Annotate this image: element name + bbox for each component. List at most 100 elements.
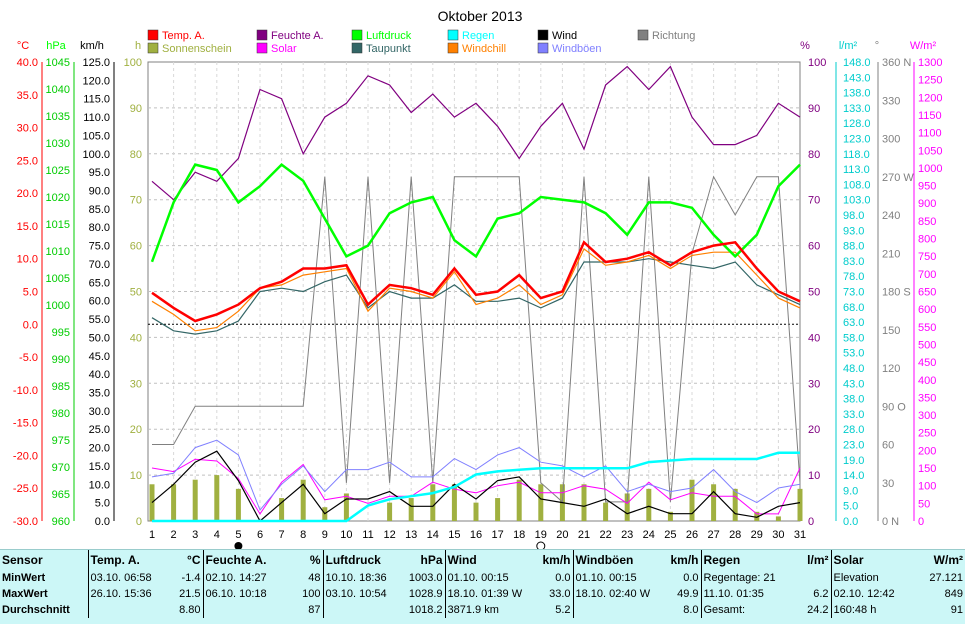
x-tick-label: 1 xyxy=(149,529,155,541)
axis-unit: km/h xyxy=(80,40,104,52)
stats-cell: Gesamt: xyxy=(700,602,787,618)
tick-label: 88.0 xyxy=(843,241,864,253)
tick-label: 10.0 xyxy=(89,479,110,491)
tick-label: 70.0 xyxy=(89,259,110,271)
tick-label: 1000 xyxy=(918,163,942,175)
tick-label: 19.0 xyxy=(843,455,864,467)
legend-swatch xyxy=(447,29,459,41)
x-tick-label: 28 xyxy=(729,529,741,541)
x-tick-label: 9 xyxy=(322,529,328,541)
legend-label: Taupunkt xyxy=(366,43,411,55)
tick-label: 1100 xyxy=(918,128,942,140)
tick-label: 108.0 xyxy=(843,179,871,191)
tick-label: 35.0 xyxy=(89,387,110,399)
stats-cell: 02.10. 12:42 xyxy=(830,586,911,602)
sunshine-bar xyxy=(473,502,479,521)
stats-cell: MaxWert xyxy=(2,588,48,600)
tick-label: 150 xyxy=(882,325,900,337)
tick-label: 23.0 xyxy=(843,440,864,452)
chart-title: Oktober 2013 xyxy=(438,8,523,24)
x-tick-label: 14 xyxy=(427,529,439,541)
tick-label: 68.0 xyxy=(843,302,864,314)
tick-label: 90 xyxy=(808,103,820,115)
tick-label: 43.0 xyxy=(843,378,864,390)
x-tick-label: 7 xyxy=(279,529,285,541)
tick-label: 138.0 xyxy=(843,88,871,100)
sunshine-bar xyxy=(603,502,609,521)
stats-cell: 1018.2 xyxy=(408,604,443,616)
statistics-table: Sensor Temp. A. °C Feuchte A.% Luftdruck hPa W… xyxy=(0,550,965,618)
sunshine-bar xyxy=(538,484,544,521)
x-tick-label: 2 xyxy=(171,529,177,541)
tick-label: 38.0 xyxy=(843,394,864,406)
tick-label: 63.0 xyxy=(843,317,864,329)
tick-label: 0 N xyxy=(882,516,899,528)
x-tick-label: 24 xyxy=(643,529,655,541)
legend-label: Windböen xyxy=(552,43,602,55)
legend-swatch xyxy=(147,42,159,54)
axis-unit: W/m² xyxy=(910,40,937,52)
tick-label: 1020 xyxy=(46,192,70,204)
tick-label: 10 xyxy=(130,470,142,482)
legend-swatch xyxy=(256,42,268,54)
full-moon-icon xyxy=(536,541,546,549)
x-tick-label: 26 xyxy=(686,529,698,541)
legend-label: Luftdruck xyxy=(366,30,412,42)
x-tick-label: 3 xyxy=(192,529,198,541)
x-tick-label: 18 xyxy=(513,529,525,541)
axes: 40.0 35.0 30.0 25.0 20.0 15.0 10.0 5.0 0.0 -5.0 -1… xyxy=(13,57,943,528)
tick-label: 50 xyxy=(130,287,142,299)
tick-label: 360 N xyxy=(882,57,911,69)
tick-label: 65.0 xyxy=(89,277,110,289)
legend-swatch xyxy=(637,29,649,41)
tick-label: -15.0 xyxy=(13,418,38,430)
tick-label: 83.0 xyxy=(843,256,864,268)
tick-label: 900 xyxy=(918,198,936,210)
stats-cell: W/m² xyxy=(933,553,963,567)
sunshine-bar xyxy=(581,484,587,521)
tick-label: 5.0 xyxy=(843,501,858,513)
axis-unit: °C xyxy=(17,40,29,52)
tick-label: 33.0 xyxy=(843,409,864,421)
tick-label: 500 xyxy=(918,339,936,351)
tick-label: -10.0 xyxy=(13,385,38,397)
stats-cell: 01.10. 00:15 xyxy=(444,570,525,586)
tick-label: 5.0 xyxy=(23,287,38,299)
stats-cell: 03.10. 06:58 xyxy=(87,570,158,586)
stats-cell: 5.2 xyxy=(555,604,571,616)
tick-label: 950 xyxy=(918,181,936,193)
stats-cell: 33.0 xyxy=(549,588,571,600)
legend-swatch xyxy=(351,29,363,41)
tick-label: 1005 xyxy=(46,273,70,285)
x-tick-label: 4 xyxy=(214,529,220,541)
stats-cell xyxy=(787,570,831,586)
sunshine-bar xyxy=(214,475,220,521)
legend-label: Temp. A. xyxy=(162,30,205,42)
sunshine-bar xyxy=(171,484,177,521)
tick-label: 30.0 xyxy=(89,406,110,418)
stats-cell: 100 xyxy=(302,588,321,600)
legend-label: Wind xyxy=(552,30,577,42)
tick-label: 50 xyxy=(808,287,820,299)
tick-label: 1045 xyxy=(46,57,70,69)
tick-label: 90.0 xyxy=(89,186,110,198)
tick-label: 1035 xyxy=(46,111,70,123)
sunshine-bar xyxy=(235,488,241,521)
x-tick-label: 5 xyxy=(235,529,241,541)
stats-cell: Durchschnitt xyxy=(2,604,70,616)
tick-label: 48.0 xyxy=(843,363,864,375)
tick-label: 995 xyxy=(52,327,70,339)
tick-label: 93.0 xyxy=(843,225,864,237)
x-tick-label: 31 xyxy=(794,529,806,541)
sunshine-bar xyxy=(516,479,522,521)
tick-label: 150 xyxy=(918,463,936,475)
stats-cell: Feuchte A. xyxy=(202,550,281,570)
tick-label: 58.0 xyxy=(843,332,864,344)
tick-label: 50.0 xyxy=(89,332,110,344)
tick-label: 9.0 xyxy=(843,485,858,497)
stats-cell: 1028.9 xyxy=(408,588,443,600)
tick-label: 35.0 xyxy=(17,90,38,102)
stats-cell: 01.10. 00:15 xyxy=(572,570,653,586)
stats-cell: 10.10. 18:36 xyxy=(322,570,401,586)
moon-phases xyxy=(234,541,546,549)
